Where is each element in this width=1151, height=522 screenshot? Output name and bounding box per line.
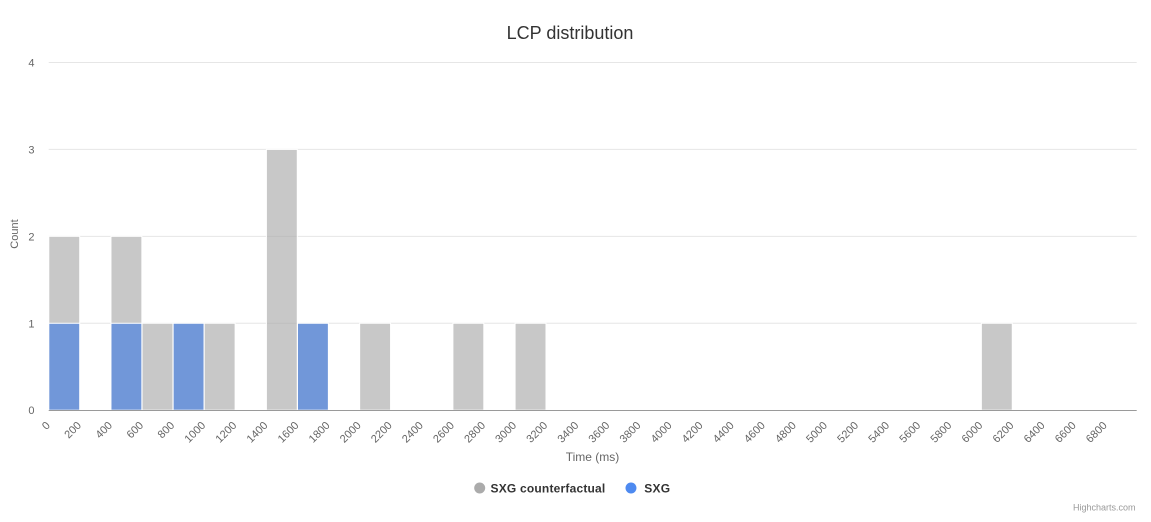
- svg-text:SXG counterfactual: SXG counterfactual: [491, 481, 606, 495]
- svg-text:LCP distribution: LCP distribution: [507, 23, 634, 43]
- svg-text:4: 4: [28, 57, 34, 69]
- svg-text:0: 0: [28, 405, 34, 417]
- svg-text:SXG: SXG: [644, 481, 670, 495]
- svg-text:Time (ms): Time (ms): [566, 450, 620, 464]
- svg-text:Count: Count: [9, 219, 21, 248]
- svg-text:1: 1: [28, 318, 34, 330]
- svg-text:2: 2: [28, 231, 34, 243]
- svg-text:Highcharts.com: Highcharts.com: [1073, 503, 1136, 513]
- svg-text:3: 3: [28, 144, 34, 156]
